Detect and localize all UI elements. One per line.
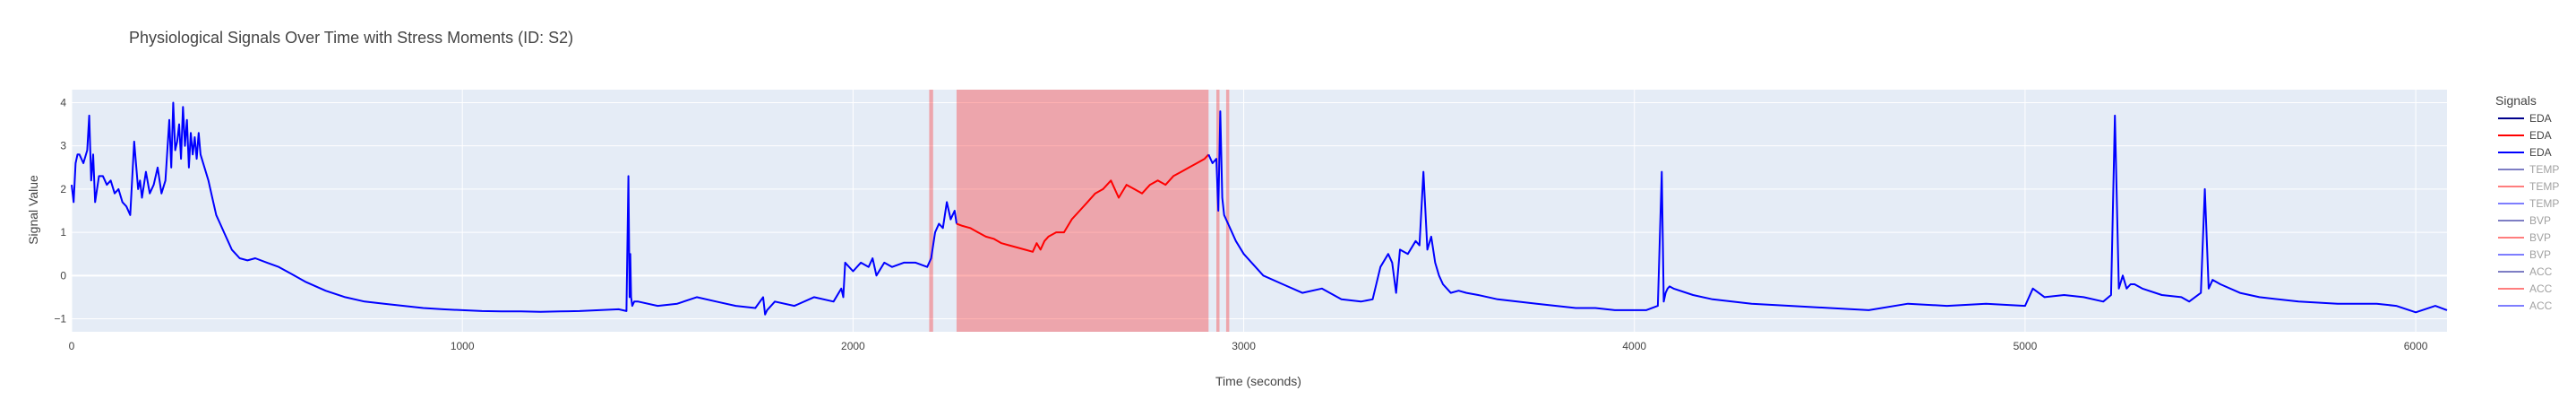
x-tick-label: 1000 (451, 340, 475, 352)
series-line (71, 101, 957, 316)
legend-item-label: BVP (2529, 231, 2551, 244)
axes: 0 1000 2000 3000 4000 5000 6000 −1 0 1 2 3 4 (54, 96, 2427, 352)
y-tick-label: 3 (60, 140, 66, 152)
legend-item-label: BVP (2529, 248, 2551, 261)
plot-background (72, 90, 2447, 332)
series-line (1207, 110, 2448, 314)
series-line (956, 153, 1210, 253)
legend-item-label: EDA (2529, 146, 2552, 159)
y-tick-label: 0 (60, 269, 66, 282)
x-tick-label: 4000 (1622, 340, 1646, 352)
legend-item-label: TEMP (2529, 197, 2559, 210)
legend-item-label: ACC (2529, 299, 2553, 312)
stress-region (1225, 90, 1230, 332)
x-tick-label: 2000 (841, 340, 865, 352)
y-tick-label: 1 (60, 226, 66, 239)
legend-item-label: EDA (2529, 129, 2552, 142)
x-tick-label: 5000 (2014, 340, 2038, 352)
legend-item-label: TEMP (2529, 180, 2559, 193)
legend-item-label: TEMP (2529, 163, 2559, 176)
x-axis-label: Time (seconds) (1215, 374, 1301, 388)
x-tick-label: 0 (69, 340, 75, 352)
legend-title: Signals (2495, 93, 2537, 108)
stress-region (956, 90, 1209, 332)
legend-item-label: ACC (2529, 265, 2553, 278)
stress-region (929, 90, 933, 332)
legend-item-label: EDA (2529, 112, 2552, 125)
legend-item-label: ACC (2529, 282, 2553, 295)
x-tick-label: 3000 (1232, 340, 1256, 352)
legend: Signals EDA EDA EDA TEMP TEMP TEMP BVP BVP BVP AC… (2495, 93, 2559, 312)
chart-title: Physiological Signals Over Time with Str… (129, 29, 573, 47)
y-tick-label: 2 (60, 183, 66, 195)
y-tick-label: 4 (60, 96, 66, 109)
plot-area (71, 90, 2448, 332)
y-axis-label: Signal Value (26, 175, 40, 245)
x-tick-label: 6000 (2404, 340, 2428, 352)
legend-item-label: BVP (2529, 214, 2551, 227)
y-tick-label: −1 (54, 313, 66, 326)
